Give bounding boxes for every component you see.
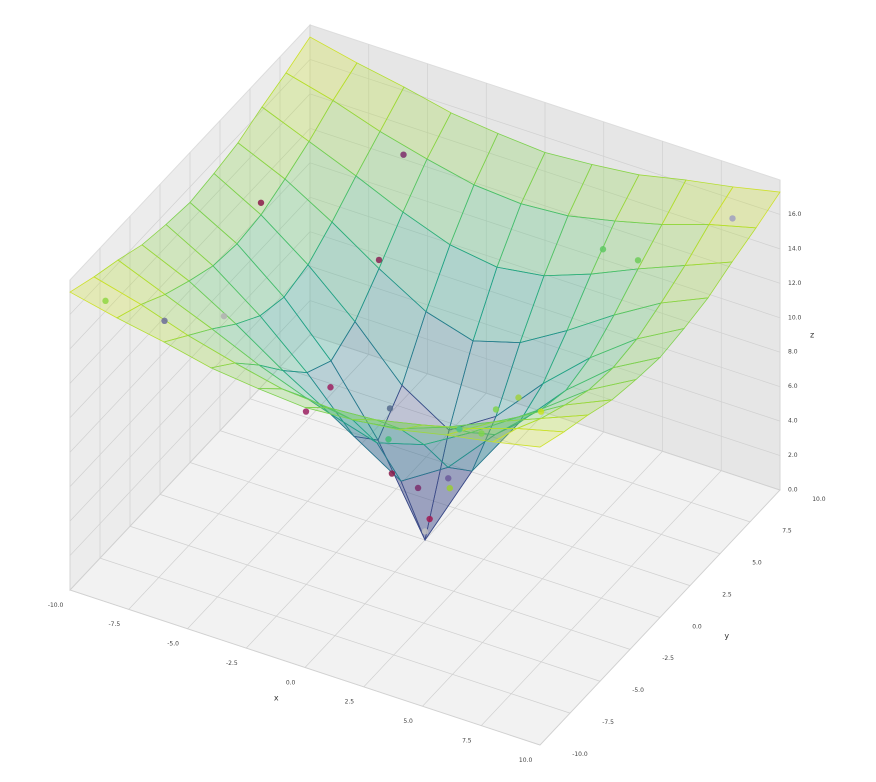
x-tick-label: 10.0 — [519, 757, 533, 764]
grid-line — [309, 59, 781, 215]
grid-line — [309, 265, 781, 422]
y-tick-label: 0.0 — [692, 623, 702, 630]
scatter-point — [426, 515, 433, 523]
scatter-point — [386, 405, 394, 412]
x-tick-label: -7.5 — [108, 621, 120, 628]
z-tick-label: 8.0 — [788, 349, 798, 356]
grid-line — [69, 300, 311, 556]
y-tick-label: -7.5 — [602, 719, 614, 726]
scatter-point — [257, 199, 265, 206]
scatter-point — [634, 257, 642, 264]
z-tick-label: 0.0 — [788, 487, 798, 494]
y-tick-label: 5.0 — [752, 560, 762, 567]
surface — [69, 36, 781, 542]
z-tick-label: 6.0 — [788, 383, 798, 390]
scatter-point — [515, 394, 522, 401]
y-tick-label: 10.0 — [812, 496, 826, 503]
grid-line — [69, 265, 311, 522]
grid-line — [69, 59, 311, 315]
scatter-point — [327, 384, 334, 391]
y-tick-label: 2.5 — [722, 591, 732, 598]
y-tick-label: -10.0 — [572, 751, 588, 758]
z-tick-label: 16.0 — [788, 211, 802, 218]
scatter-point — [478, 430, 485, 437]
grid-line — [69, 231, 311, 487]
y-tick-label: -2.5 — [662, 655, 674, 662]
scatter-point — [492, 406, 500, 413]
grid-line — [69, 128, 311, 384]
x-axis-label: x — [274, 694, 279, 703]
scatter-point — [421, 528, 429, 535]
x-tick-label: -5.0 — [167, 641, 179, 648]
grid-line — [129, 525, 601, 682]
grid-line — [99, 557, 571, 714]
x-tick-label: -2.5 — [226, 660, 238, 667]
grid-line — [69, 162, 311, 419]
scatter-point — [446, 484, 453, 492]
grid-line — [309, 128, 781, 284]
scatter-point — [375, 256, 383, 264]
scatter-point — [388, 470, 396, 477]
surface-patch — [491, 428, 566, 448]
z-tick-label: 4.0 — [788, 418, 798, 425]
z-tick-label: 14.0 — [788, 245, 802, 252]
z-axis-label: z — [810, 331, 814, 340]
z-tick-label: 2.0 — [788, 452, 798, 459]
scatter-point — [385, 436, 392, 443]
scatter-point — [400, 151, 407, 158]
grid-line — [219, 430, 691, 586]
grid-line — [69, 196, 311, 453]
grid-line — [249, 398, 721, 555]
grid-line — [69, 334, 311, 591]
grid-line — [309, 162, 781, 319]
grid-line — [69, 93, 311, 350]
z-tick-label: 12.0 — [788, 280, 802, 287]
y-tick-label: 7.5 — [782, 528, 792, 535]
grid-line — [69, 589, 541, 746]
x-tick-label: 7.5 — [462, 737, 472, 744]
x-tick-label: 2.5 — [345, 699, 355, 706]
scatter-point — [456, 426, 463, 433]
grid-line — [309, 231, 781, 387]
y-axis-label: y — [724, 632, 729, 641]
grid-line — [309, 93, 781, 250]
x-tick-label: 0.0 — [286, 679, 296, 686]
scatter-point — [599, 246, 607, 253]
scatter-point — [729, 215, 736, 222]
x-tick-label: -10.0 — [48, 602, 64, 609]
scatter-point — [161, 317, 168, 325]
scatter-point — [537, 408, 545, 415]
grid-line — [309, 334, 781, 491]
scatter-point — [302, 408, 310, 415]
grid-line — [309, 196, 781, 353]
z-tick-label: 10.0 — [788, 314, 802, 321]
y-tick-label: -5.0 — [632, 687, 644, 694]
grid-line — [159, 494, 631, 650]
scatter-point — [445, 475, 452, 482]
x-tick-label: 5.0 — [403, 718, 413, 725]
grid-line — [309, 300, 781, 456]
scatter-point — [414, 484, 422, 492]
scatter-point — [102, 297, 109, 305]
scatter-point — [220, 312, 228, 320]
